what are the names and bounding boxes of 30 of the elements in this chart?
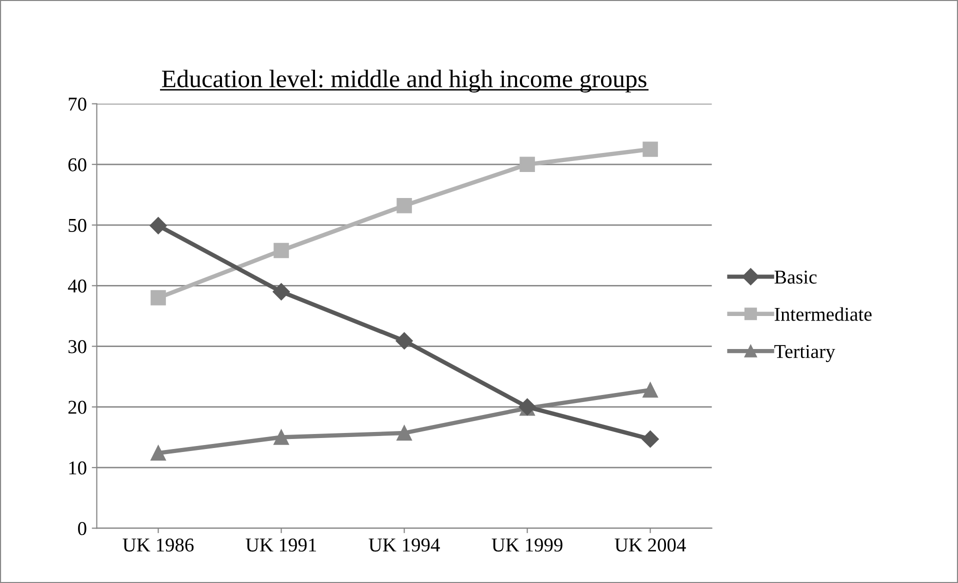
y-tick-label: 60 — [68, 158, 86, 172]
y-tick-label: 40 — [68, 279, 86, 293]
point — [150, 217, 167, 234]
x-tick-label: UK 1999 — [492, 538, 562, 552]
legend-label: Basic — [774, 270, 817, 284]
legend-label: Tertiary — [774, 345, 836, 362]
legend-label: Intermediate — [774, 307, 872, 321]
x-tick-label: UK 1994 — [368, 538, 440, 552]
point — [274, 430, 289, 445]
point — [396, 332, 413, 350]
x-tick-label: UK 1986 — [122, 538, 194, 552]
point — [642, 382, 658, 398]
chart-title: Education level: middle and high income groups — [162, 70, 646, 92]
y-tick-label: 30 — [68, 340, 86, 354]
y-tick-label: 70 — [68, 98, 86, 111]
point — [396, 425, 412, 441]
y-tick-label: 10 — [69, 461, 86, 475]
point — [396, 198, 412, 214]
point — [520, 156, 535, 172]
y-tick-label: 50 — [68, 218, 86, 232]
point — [642, 430, 659, 448]
point — [272, 283, 290, 300]
point — [150, 290, 166, 306]
point — [642, 142, 658, 157]
point — [274, 242, 289, 258]
y-tick-label: 20 — [68, 400, 86, 414]
point — [150, 445, 166, 461]
y-tick-label: 0 — [78, 522, 86, 536]
x-tick-label: UK 2004 — [614, 538, 686, 552]
x-tick-label: UK 1991 — [246, 538, 316, 552]
